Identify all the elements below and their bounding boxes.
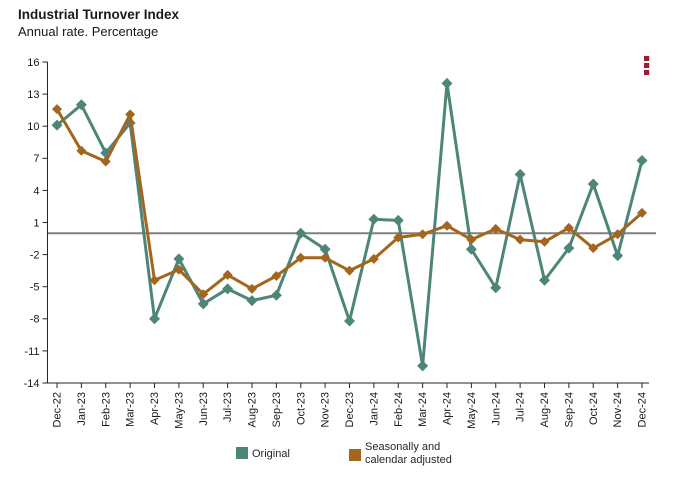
legend-swatch-original xyxy=(236,447,248,459)
svg-text:10: 10 xyxy=(27,121,39,133)
svg-text:-14: -14 xyxy=(24,378,40,390)
svg-text:1: 1 xyxy=(33,217,39,229)
svg-text:16: 16 xyxy=(27,57,39,69)
svg-text:Jan-23: Jan-23 xyxy=(76,392,88,426)
svg-text:Mar-24: Mar-24 xyxy=(417,392,429,427)
svg-text:Feb-24: Feb-24 xyxy=(393,392,405,427)
svg-text:Jun-24: Jun-24 xyxy=(490,392,502,426)
svg-text:-8: -8 xyxy=(30,314,40,326)
svg-text:13: 13 xyxy=(27,89,39,101)
legend-item-seasonally-adjusted[interactable]: Seasonally and calendar adjusted xyxy=(349,440,465,467)
svg-text:-2: -2 xyxy=(30,249,40,261)
svg-text:Apr-23: Apr-23 xyxy=(149,392,161,425)
svg-text:4: 4 xyxy=(33,185,39,197)
svg-text:Jul-23: Jul-23 xyxy=(222,392,234,422)
svg-text:-5: -5 xyxy=(30,282,40,294)
kebab-menu-icon[interactable] xyxy=(644,56,652,77)
svg-text:Aug-23: Aug-23 xyxy=(247,392,259,427)
svg-text:Dec-22: Dec-22 xyxy=(52,392,64,427)
svg-text:Jan-24: Jan-24 xyxy=(368,392,380,426)
legend-item-original[interactable]: Original xyxy=(236,447,290,461)
svg-text:Feb-23: Feb-23 xyxy=(100,392,112,427)
svg-text:7: 7 xyxy=(33,153,39,165)
legend-label-seasonally-adjusted: Seasonally and calendar adjusted xyxy=(365,441,452,466)
svg-text:Apr-24: Apr-24 xyxy=(442,392,454,425)
page-subtitle: Annual rate. Percentage xyxy=(18,24,159,39)
svg-text:Dec-24: Dec-24 xyxy=(637,392,649,427)
svg-text:Oct-23: Oct-23 xyxy=(295,392,307,425)
svg-text:Jul-24: Jul-24 xyxy=(515,392,527,422)
svg-text:Sep-24: Sep-24 xyxy=(563,392,575,427)
svg-text:Oct-24: Oct-24 xyxy=(588,392,600,425)
menu-dot xyxy=(644,56,650,61)
svg-text:Nov-24: Nov-24 xyxy=(612,392,624,427)
menu-dot xyxy=(644,63,650,68)
svg-text:Aug-24: Aug-24 xyxy=(539,392,551,427)
legend-swatch-seasonally-adjusted xyxy=(349,449,361,461)
svg-text:Mar-23: Mar-23 xyxy=(125,392,137,427)
svg-text:Jun-23: Jun-23 xyxy=(198,392,210,426)
svg-text:May-24: May-24 xyxy=(466,392,478,429)
svg-text:May-23: May-23 xyxy=(173,392,185,429)
page-title: Industrial Turnover Index xyxy=(18,7,180,22)
svg-text:Sep-23: Sep-23 xyxy=(271,392,283,427)
svg-text:Dec-23: Dec-23 xyxy=(344,392,356,427)
menu-dot xyxy=(644,70,650,75)
svg-text:Nov-23: Nov-23 xyxy=(320,392,332,427)
legend-label-original: Original xyxy=(252,448,290,460)
svg-text:-11: -11 xyxy=(24,346,39,358)
